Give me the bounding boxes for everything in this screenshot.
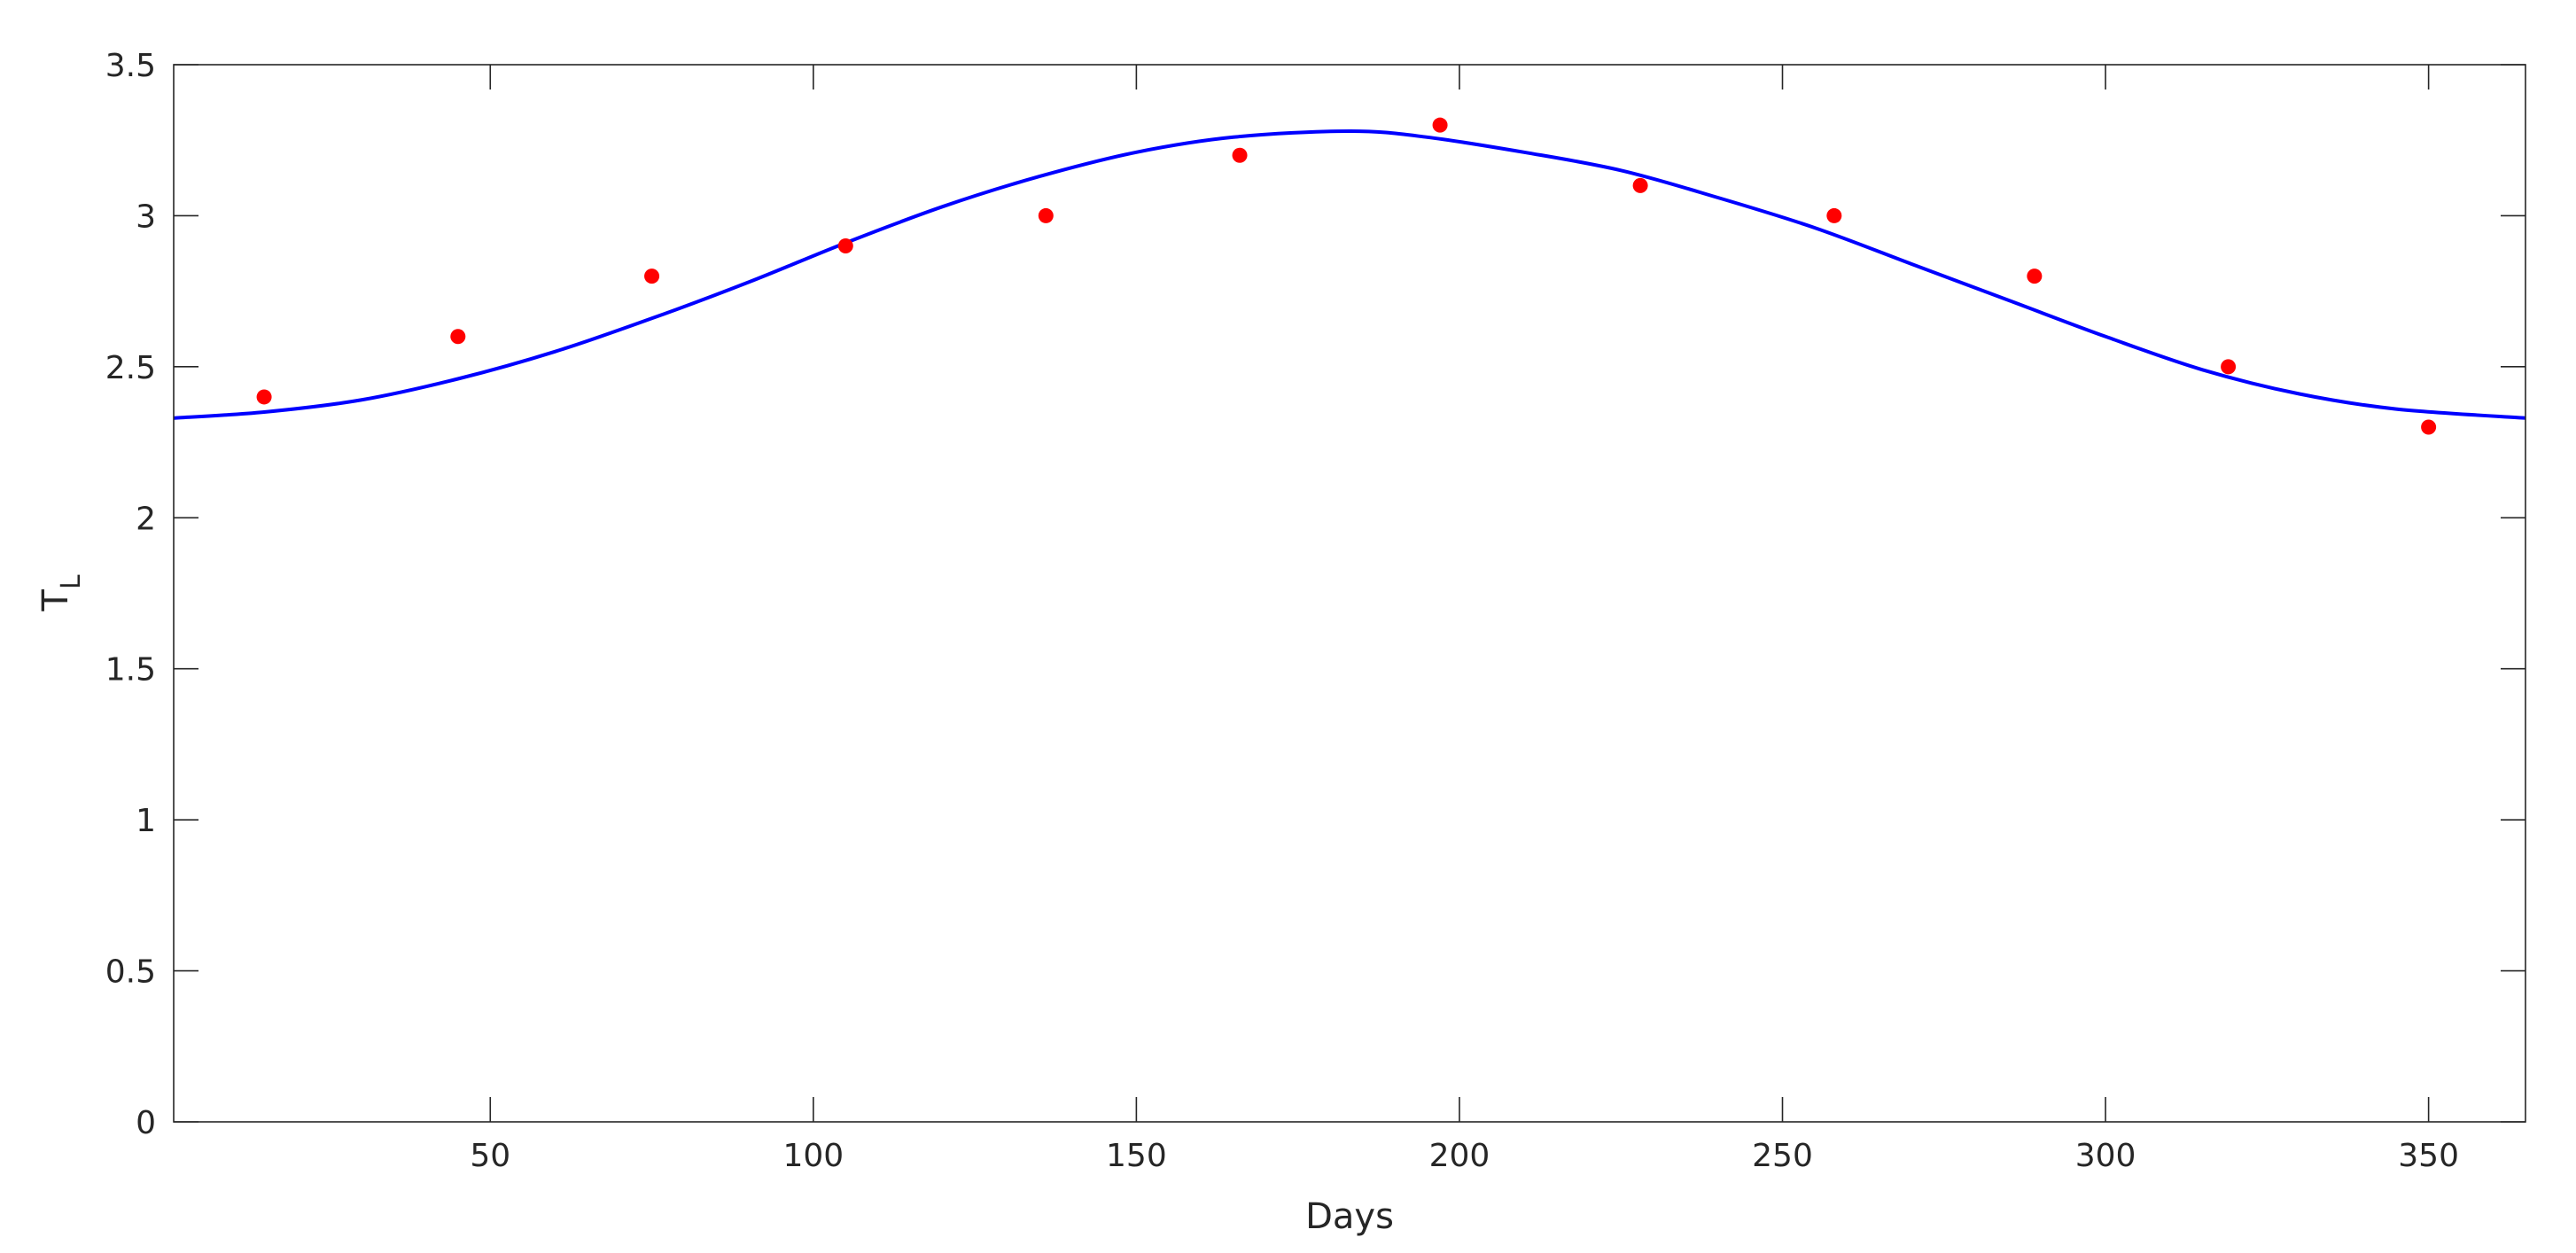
plot-background bbox=[174, 65, 2525, 1122]
y-tick-label: 3.5 bbox=[105, 48, 156, 84]
x-tick-label: 200 bbox=[1429, 1138, 1490, 1174]
data-point bbox=[837, 238, 853, 254]
data-point bbox=[256, 389, 272, 405]
data-point bbox=[2027, 268, 2043, 284]
data-point bbox=[1432, 117, 1448, 133]
data-point bbox=[644, 268, 660, 284]
x-tick-label: 250 bbox=[1752, 1138, 1813, 1174]
y-tick-label: 0 bbox=[136, 1105, 156, 1141]
data-point bbox=[2421, 419, 2437, 435]
x-tick-label: 50 bbox=[470, 1138, 510, 1174]
y-tick-label: 2 bbox=[136, 501, 156, 537]
chart-marks bbox=[173, 117, 2526, 435]
svg-text:TL: TL bbox=[35, 574, 87, 611]
data-point bbox=[2221, 359, 2237, 375]
data-point bbox=[1632, 177, 1648, 193]
y-tick-label: 3 bbox=[136, 198, 156, 235]
axis-ticks: 50 100 150 200 250 300 350 0 0.5 1 1.5 2 2.5 3 3.5 bbox=[105, 48, 2525, 1174]
data-point bbox=[1232, 147, 1248, 163]
x-tick-label: 350 bbox=[2398, 1138, 2459, 1174]
x-axis-label: Days bbox=[1305, 1196, 1394, 1237]
data-point bbox=[1826, 207, 1842, 223]
y-tick-label: 1 bbox=[136, 803, 156, 839]
y-tick-label: 1.5 bbox=[105, 652, 156, 689]
y-tick-label: 2.5 bbox=[105, 350, 156, 386]
y-axis-label-subscript: L bbox=[56, 574, 87, 589]
x-tick-label: 300 bbox=[2075, 1138, 2136, 1174]
x-tick-label: 100 bbox=[782, 1138, 844, 1174]
y-tick-label: 0.5 bbox=[105, 954, 156, 991]
fitted-curve-line bbox=[173, 128, 2526, 420]
data-point bbox=[1038, 207, 1054, 223]
y-axis-label-main: T bbox=[35, 589, 76, 612]
x-tick-label: 150 bbox=[1106, 1138, 1167, 1174]
data-point bbox=[450, 329, 466, 345]
y-axis-label: TL bbox=[35, 574, 87, 611]
plot-frame bbox=[173, 64, 2526, 1123]
